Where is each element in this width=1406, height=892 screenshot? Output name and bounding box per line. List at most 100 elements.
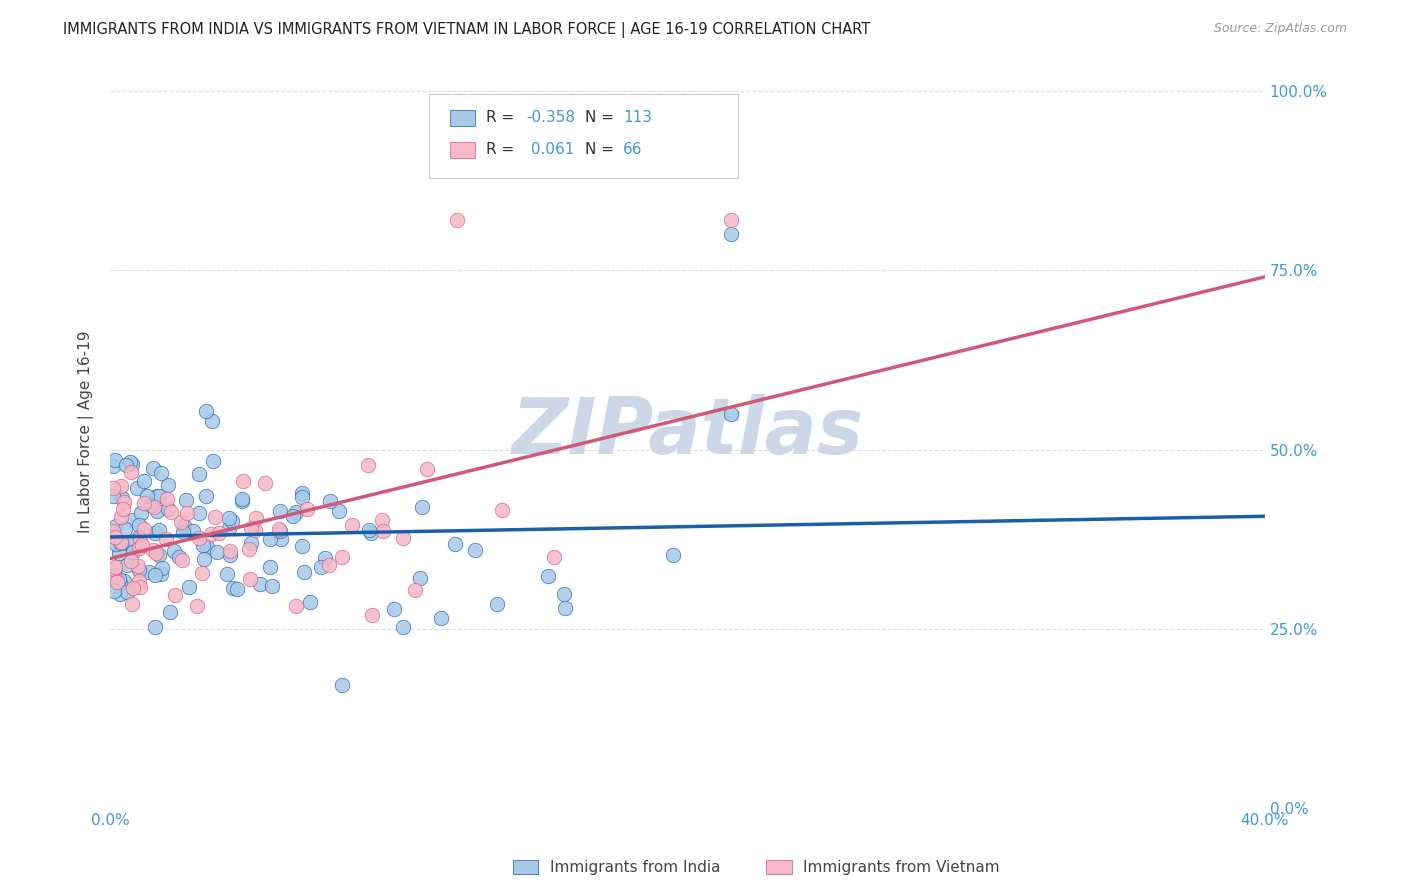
Y-axis label: In Labor Force | Age 16-19: In Labor Force | Age 16-19 [79, 330, 94, 533]
Point [121, 597, 143, 611]
Point [194, 489, 217, 503]
Point [291, 486, 314, 500]
Point [120, 465, 142, 479]
Point [122, 582, 145, 596]
Point [361, 607, 384, 622]
Point [104, 530, 127, 544]
Point [382, 602, 405, 616]
Point [105, 537, 128, 551]
Point [284, 599, 307, 613]
Point [720, 407, 742, 421]
Text: 0.061: 0.061 [526, 143, 574, 157]
Point [207, 545, 229, 559]
Point [191, 566, 214, 580]
Point [239, 572, 262, 586]
Point [155, 532, 177, 546]
Point [128, 563, 150, 577]
Point [318, 558, 340, 573]
Point [218, 548, 240, 562]
Point [181, 524, 204, 538]
Point [238, 542, 260, 557]
Point [115, 584, 138, 599]
Point [136, 489, 159, 503]
Point [416, 462, 439, 476]
Point [129, 580, 152, 594]
Point [118, 455, 141, 469]
Text: IMMIGRANTS FROM INDIA VS IMMIGRANTS FROM VIETNAM IN LABOR FORCE | AGE 16-19 CORR: IMMIGRANTS FROM INDIA VS IMMIGRANTS FROM… [63, 22, 870, 38]
Point [226, 582, 249, 596]
Point [128, 517, 150, 532]
Point [110, 534, 132, 549]
Point [270, 532, 292, 546]
Point [330, 549, 353, 564]
Point [104, 559, 127, 574]
Point [112, 502, 135, 516]
Point [103, 562, 125, 576]
Point [444, 537, 467, 551]
Point [330, 678, 353, 692]
Point [391, 620, 413, 634]
Point [208, 526, 231, 541]
Point [121, 513, 143, 527]
Point [160, 504, 183, 518]
Text: N =: N = [585, 111, 619, 125]
Point [145, 546, 167, 560]
Point [110, 510, 132, 524]
Point [134, 496, 156, 510]
Text: Immigrants from Vietnam: Immigrants from Vietnam [803, 860, 1000, 874]
Point [404, 582, 426, 597]
Point [662, 548, 685, 562]
Point [112, 574, 135, 588]
Point [127, 558, 149, 573]
Point [105, 518, 128, 533]
Point [108, 546, 131, 560]
Point [128, 533, 150, 547]
Point [239, 521, 262, 535]
Point [110, 535, 132, 549]
Point [491, 503, 513, 517]
Point [101, 458, 124, 473]
Point [152, 561, 174, 575]
Point [165, 588, 187, 602]
Point [128, 530, 150, 544]
Point [218, 511, 240, 525]
Point [222, 581, 245, 595]
Point [328, 504, 350, 518]
Point [124, 533, 146, 548]
Point [269, 524, 291, 538]
Point [115, 458, 138, 473]
Point [245, 511, 267, 525]
Text: Immigrants from India: Immigrants from India [550, 860, 720, 874]
Point [128, 574, 150, 589]
Point [720, 227, 742, 242]
Point [131, 538, 153, 552]
Point [202, 453, 225, 467]
Point [269, 504, 291, 518]
Point [314, 551, 336, 566]
Point [107, 533, 129, 548]
Point [309, 559, 332, 574]
Point [128, 541, 150, 555]
Point [319, 494, 342, 508]
Point [340, 518, 363, 533]
Point [292, 565, 315, 579]
Point [187, 531, 209, 545]
Point [173, 519, 195, 533]
Point [111, 491, 134, 505]
Point [115, 558, 138, 572]
Point [232, 474, 254, 488]
Point [146, 489, 169, 503]
Point [150, 467, 173, 481]
Point [143, 568, 166, 582]
Point [148, 549, 170, 563]
Point [408, 571, 430, 585]
Text: R =: R = [486, 111, 520, 125]
Point [249, 577, 271, 591]
Point [101, 481, 124, 495]
Point [446, 213, 468, 227]
Point [543, 550, 565, 565]
Point [187, 506, 209, 520]
Point [103, 584, 125, 599]
Point [163, 544, 186, 558]
Point [253, 475, 276, 490]
